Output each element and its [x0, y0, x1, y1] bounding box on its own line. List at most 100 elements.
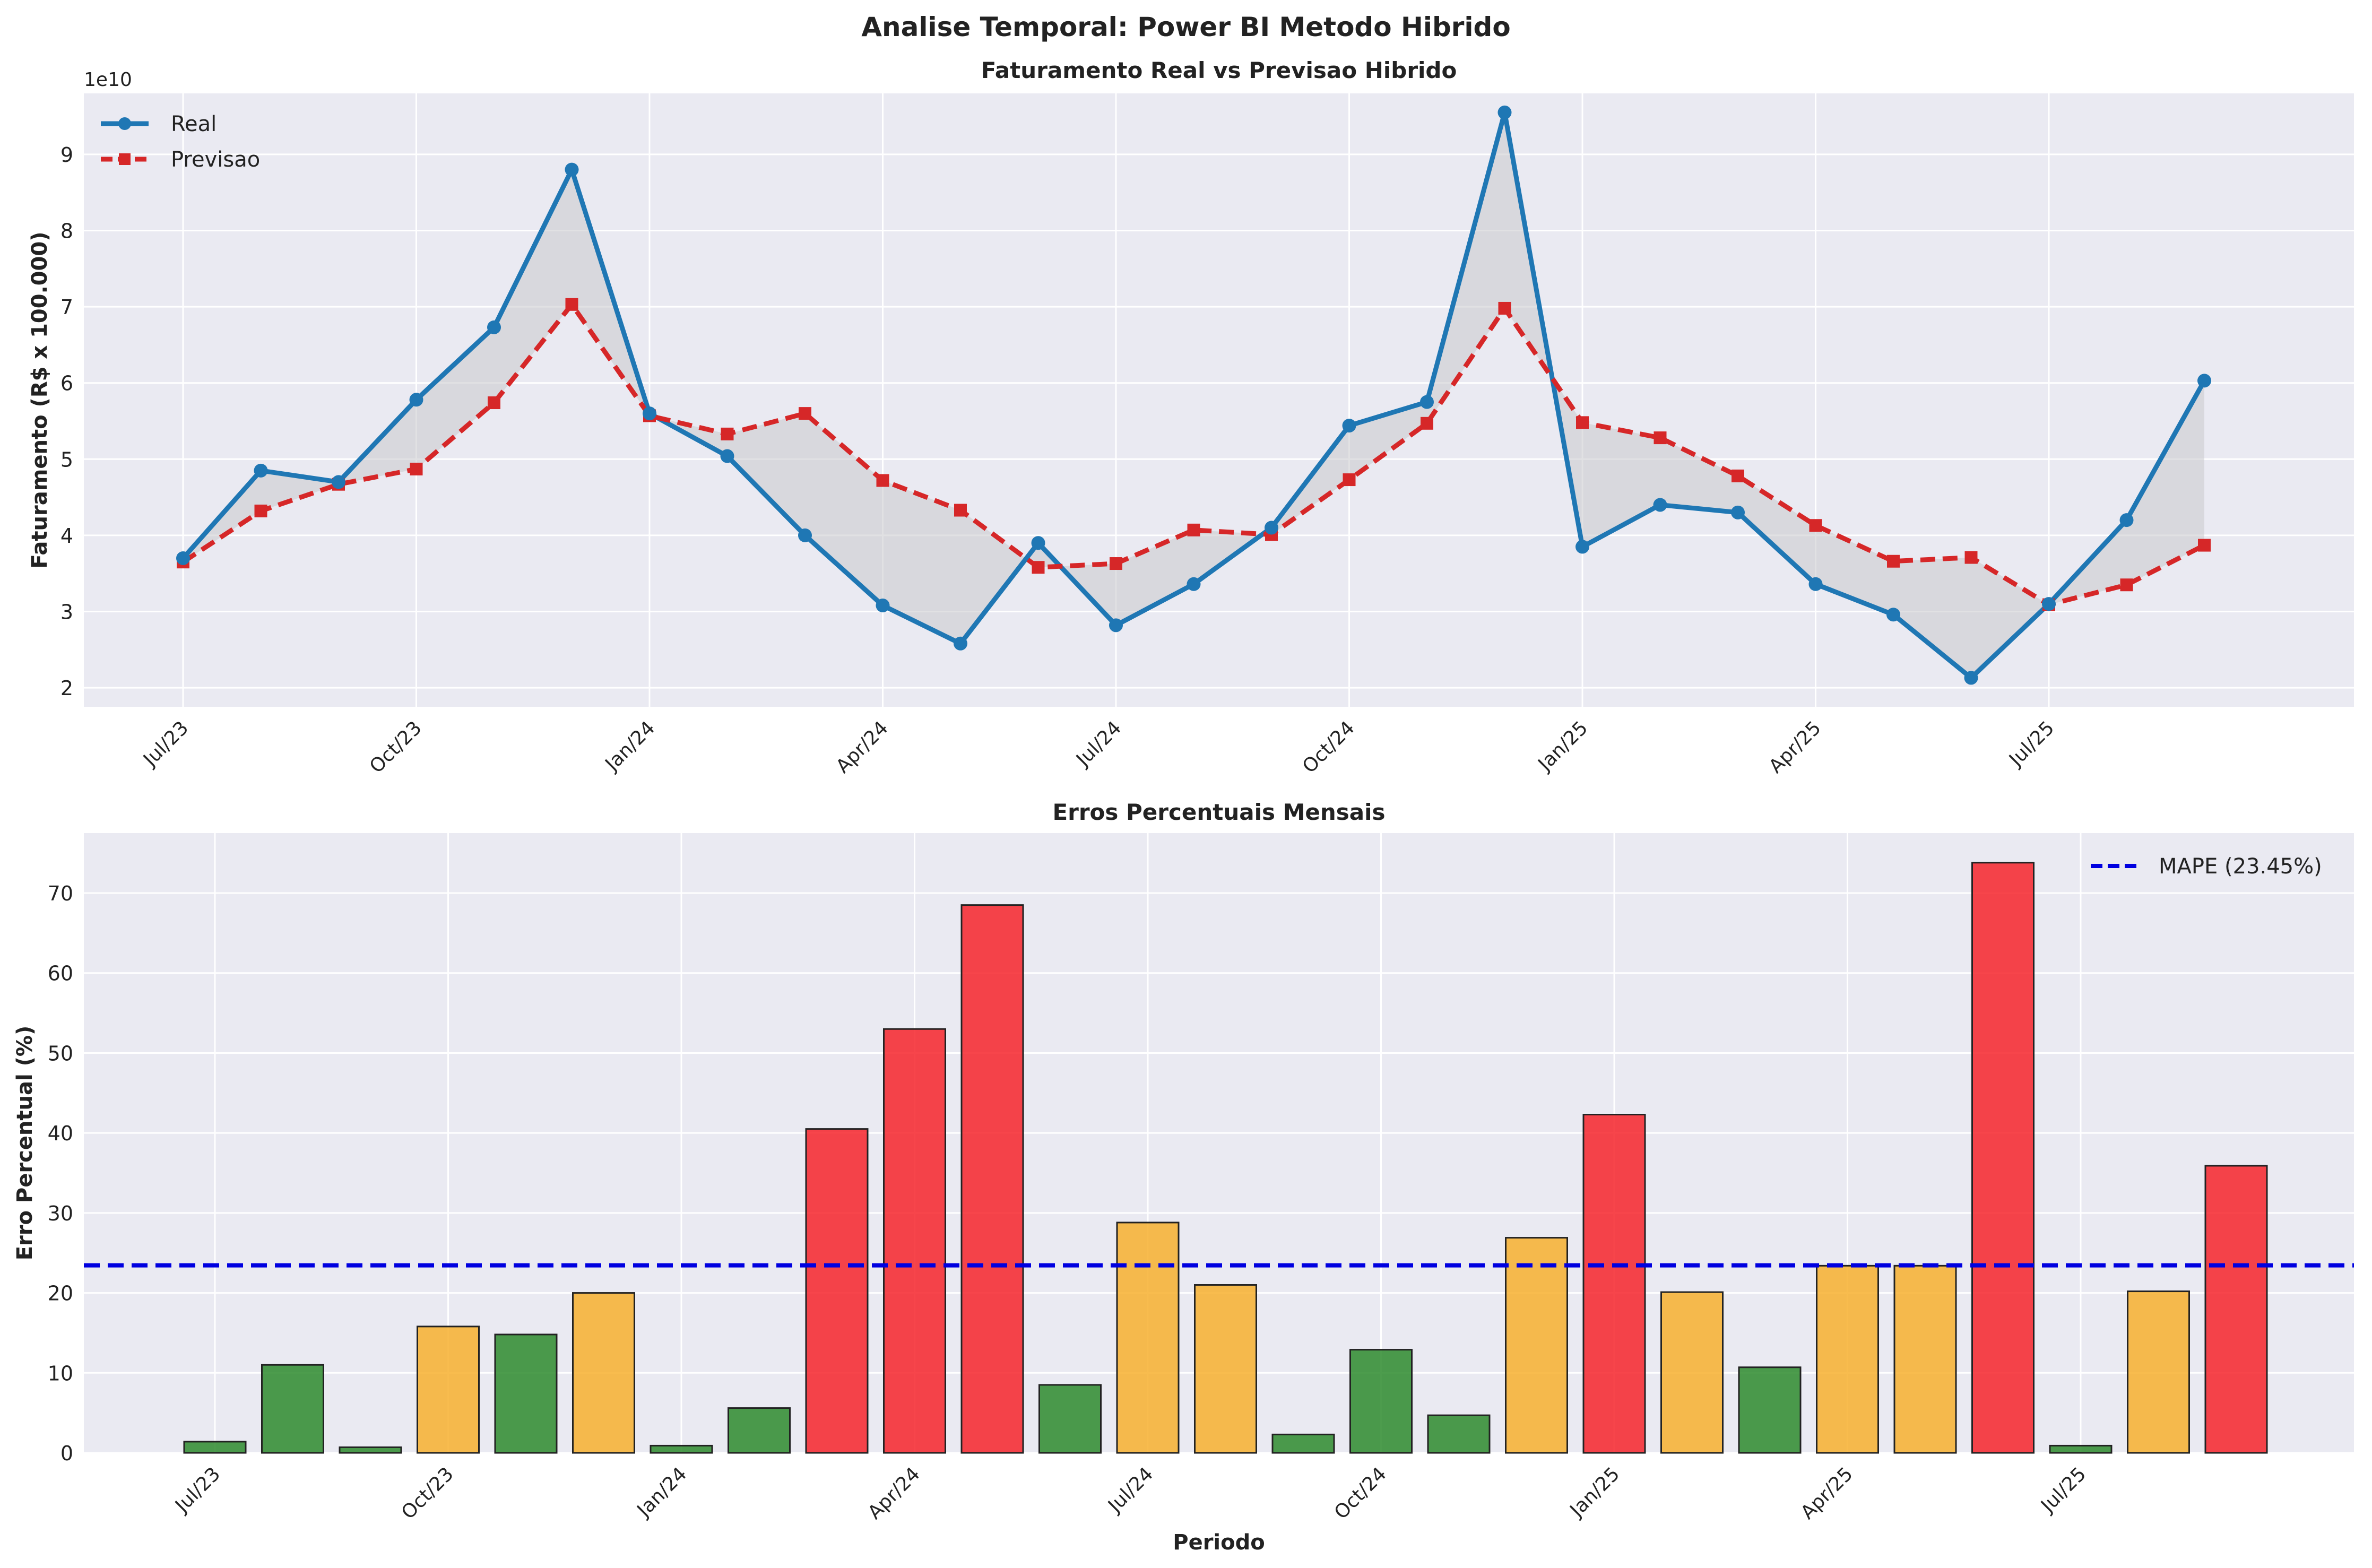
real-point — [1187, 577, 1201, 591]
error-bar — [261, 1364, 324, 1454]
real-point — [1420, 395, 1434, 409]
y-tick-label: 3 — [60, 600, 73, 623]
error-bar — [417, 1326, 480, 1454]
y-tick-label: 4 — [60, 524, 73, 548]
figure-title: Analise Temporal: Power BI Metodo Hibrid… — [861, 12, 1510, 42]
real-point — [2042, 597, 2056, 611]
bar-chart-bars — [183, 862, 2268, 1454]
forecast-point — [1809, 519, 1822, 532]
y-tick-label: 30 — [48, 1202, 73, 1225]
bar-chart-y-ticks: 0 10 20 30 40 50 60 70 — [48, 882, 73, 1465]
line-chart-title: Faturamento Real vs Previsao Hibrido — [981, 57, 1457, 83]
x-tick-label: Jul/25 — [2036, 1463, 2090, 1517]
real-point — [1575, 540, 1589, 554]
x-tick-label: Oct/23 — [366, 717, 426, 777]
error-bar — [1893, 1264, 1957, 1454]
forecast-point — [410, 462, 423, 475]
line-chart-ylabel: Faturamento (R$ x 100.000) — [28, 231, 52, 568]
y-tick-label: 0 — [60, 1442, 73, 1465]
forecast-point — [254, 504, 267, 517]
real-point — [1886, 608, 1900, 622]
error-bar — [1427, 1414, 1491, 1454]
forecast-point — [1732, 469, 1744, 482]
error-bar — [494, 1333, 558, 1454]
bar-chart: 0 10 20 30 40 50 60 70 Jul/23 Oct/23 Jan/24 Apr/24… — [13, 799, 2354, 1555]
error-bar — [883, 1028, 946, 1454]
error-bar — [1194, 1284, 1257, 1454]
forecast-point — [1421, 417, 1433, 430]
x-tick-label: Jan/25 — [1534, 717, 1592, 776]
y-tick-label: 40 — [48, 1122, 73, 1145]
error-bar — [2204, 1165, 2268, 1454]
forecast-point — [1343, 473, 1356, 487]
forecast-point — [2198, 539, 2211, 552]
x-tick-label: Jul/23 — [170, 1463, 224, 1517]
forecast-point — [1498, 301, 1511, 315]
y-tick-label: 9 — [60, 143, 73, 167]
bar-chart-ylabel: Erro Percentual (%) — [13, 1026, 37, 1261]
error-bar — [1271, 1433, 1335, 1454]
error-bar — [1116, 1222, 1180, 1454]
forecast-series-line — [181, 300, 2206, 608]
y-tick-label: 20 — [48, 1282, 73, 1305]
y-tick-label: 6 — [60, 372, 73, 395]
real-point — [176, 551, 190, 565]
forecast-point — [1187, 523, 1200, 536]
x-tick-label: Oct/23 — [397, 1463, 458, 1523]
forecast-point — [721, 427, 734, 440]
line-chart-y-offset: 1e10 — [84, 69, 132, 91]
error-bar — [805, 1128, 869, 1454]
y-tick-label: 7 — [60, 296, 73, 319]
error-bar — [183, 1441, 247, 1454]
y-tick-label: 5 — [60, 448, 73, 471]
real-point — [1265, 521, 1278, 535]
line-chart: 2 3 4 5 6 7 8 9 Jul/23 Oct/23 Jan/24 Apr/24 Jul/24 O… — [28, 57, 2354, 777]
legend-mape-label: MAPE (23.45%) — [2159, 854, 2322, 879]
error-bar — [1505, 1237, 1568, 1454]
forecast-point — [1032, 561, 1045, 574]
real-point — [409, 393, 423, 407]
real-point — [954, 636, 967, 651]
real-point — [1342, 419, 1356, 433]
real-point — [1653, 498, 1667, 512]
legend-real-marker — [118, 117, 131, 130]
error-bar — [2049, 1444, 2113, 1454]
y-tick-label: 60 — [48, 962, 73, 985]
x-tick-label: Jul/25 — [2004, 717, 2058, 771]
x-tick-label: Jan/24 — [601, 717, 660, 776]
forecast-point — [565, 298, 578, 311]
line-chart-x-ticks: Jul/23 Oct/23 Jan/24 Apr/24 Jul/24 Oct/24 Jan/… — [138, 717, 2058, 777]
error-bar — [1971, 862, 2035, 1454]
bar-chart-title: Erros Percentuais Mensais — [1052, 799, 1385, 825]
x-tick-label: Jan/24 — [633, 1463, 691, 1522]
line-chart-y-ticks: 2 3 4 5 6 7 8 9 — [60, 143, 73, 700]
forecast-point — [876, 474, 889, 487]
forecast-point — [1964, 551, 1978, 564]
forecast-point — [1110, 557, 1122, 570]
line-chart-markers — [176, 105, 2211, 685]
x-tick-label: Oct/24 — [1330, 1463, 1391, 1523]
legend-forecast-marker — [119, 153, 131, 165]
real-point — [565, 162, 579, 177]
error-bar — [2127, 1290, 2190, 1454]
error-bar — [960, 904, 1024, 1454]
real-point — [2197, 374, 2211, 388]
error-bar — [339, 1446, 402, 1454]
x-tick-label: Jan/25 — [1565, 1463, 1624, 1522]
x-tick-label: Jul/24 — [1071, 717, 1126, 771]
x-tick-label: Apr/24 — [864, 1463, 924, 1523]
line-chart-legend: Real Previsao — [101, 112, 260, 172]
real-point — [487, 320, 501, 334]
error-bar — [650, 1444, 713, 1454]
forecast-point — [1654, 431, 1667, 445]
real-point — [2119, 513, 2134, 527]
real-point — [1731, 505, 1745, 519]
y-tick-label: 10 — [48, 1362, 73, 1385]
real-point — [1808, 577, 1823, 591]
error-bar — [1038, 1384, 1102, 1454]
real-point — [1031, 536, 1045, 550]
error-bar — [728, 1407, 791, 1454]
x-tick-label: Apr/24 — [832, 717, 893, 777]
error-bar — [1660, 1291, 1724, 1454]
